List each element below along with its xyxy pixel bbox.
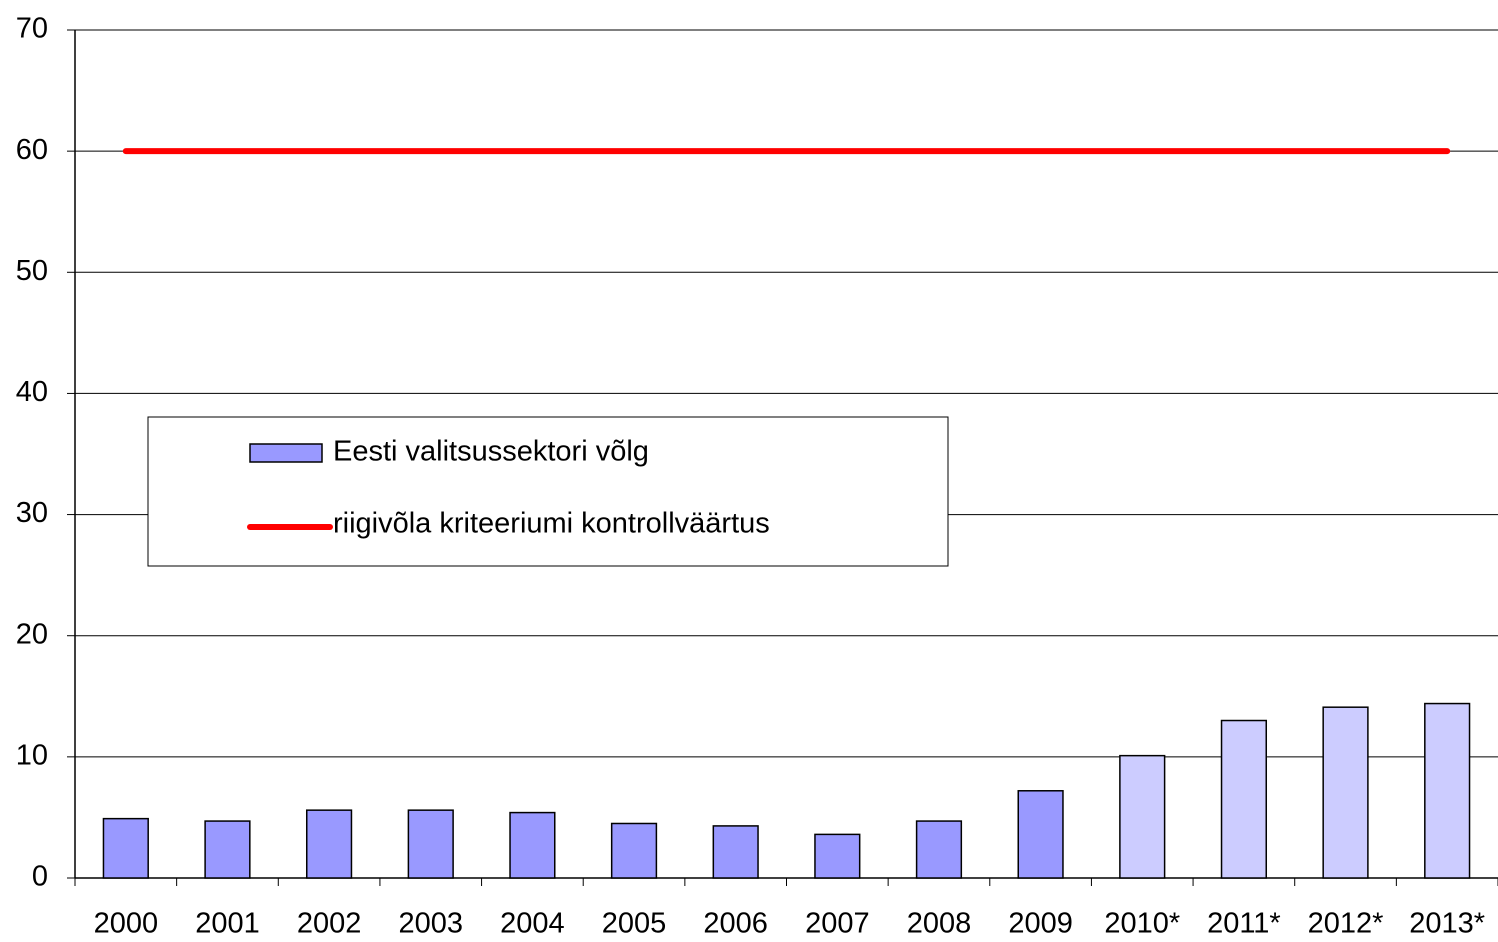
x-tick-label: 2013* bbox=[1409, 908, 1485, 940]
x-tick-label: 2007 bbox=[805, 908, 870, 940]
y-tick-label: 50 bbox=[16, 255, 48, 287]
x-tick-label: 2006 bbox=[703, 908, 768, 940]
bar bbox=[204, 820, 251, 879]
legend-swatch bbox=[249, 443, 323, 463]
bar bbox=[407, 809, 454, 879]
x-tick-label: 2000 bbox=[94, 908, 159, 940]
bar bbox=[1220, 719, 1268, 879]
legend-label: Eesti valitsussektori võlg bbox=[333, 436, 649, 468]
bar bbox=[1322, 706, 1369, 879]
x-tick-label: 2001 bbox=[195, 908, 260, 940]
y-tick-label: 0 bbox=[32, 861, 48, 893]
y-tick-label: 60 bbox=[16, 134, 48, 166]
x-tick-label: 2012* bbox=[1308, 908, 1384, 940]
bar bbox=[509, 811, 556, 879]
legend-label: riigivõla kriteeriumi kontrollväärtus bbox=[333, 508, 770, 540]
bar bbox=[814, 833, 861, 879]
x-tick-label: 2005 bbox=[602, 908, 667, 940]
bar bbox=[1424, 702, 1471, 879]
x-tick-label: 2003 bbox=[398, 908, 463, 940]
y-tick-label: 10 bbox=[16, 740, 48, 772]
y-tick-label: 40 bbox=[16, 376, 48, 408]
x-tick-label: 2010* bbox=[1104, 908, 1180, 940]
bar bbox=[915, 820, 963, 879]
bar bbox=[712, 825, 759, 879]
bar bbox=[102, 817, 149, 879]
bar bbox=[305, 809, 353, 879]
bar bbox=[1119, 754, 1166, 879]
y-tick-label: 30 bbox=[16, 497, 48, 529]
x-tick-label: 2008 bbox=[907, 908, 972, 940]
bar bbox=[1017, 790, 1064, 879]
x-tick-label: 2002 bbox=[297, 908, 362, 940]
x-tick-label: 2011* bbox=[1207, 908, 1281, 940]
y-tick-label: 70 bbox=[16, 13, 48, 45]
x-tick-label: 2004 bbox=[500, 908, 565, 940]
x-tick-label: 2009 bbox=[1008, 908, 1073, 940]
legend-box bbox=[147, 416, 949, 567]
bar bbox=[610, 822, 658, 879]
y-tick-label: 20 bbox=[16, 618, 48, 650]
